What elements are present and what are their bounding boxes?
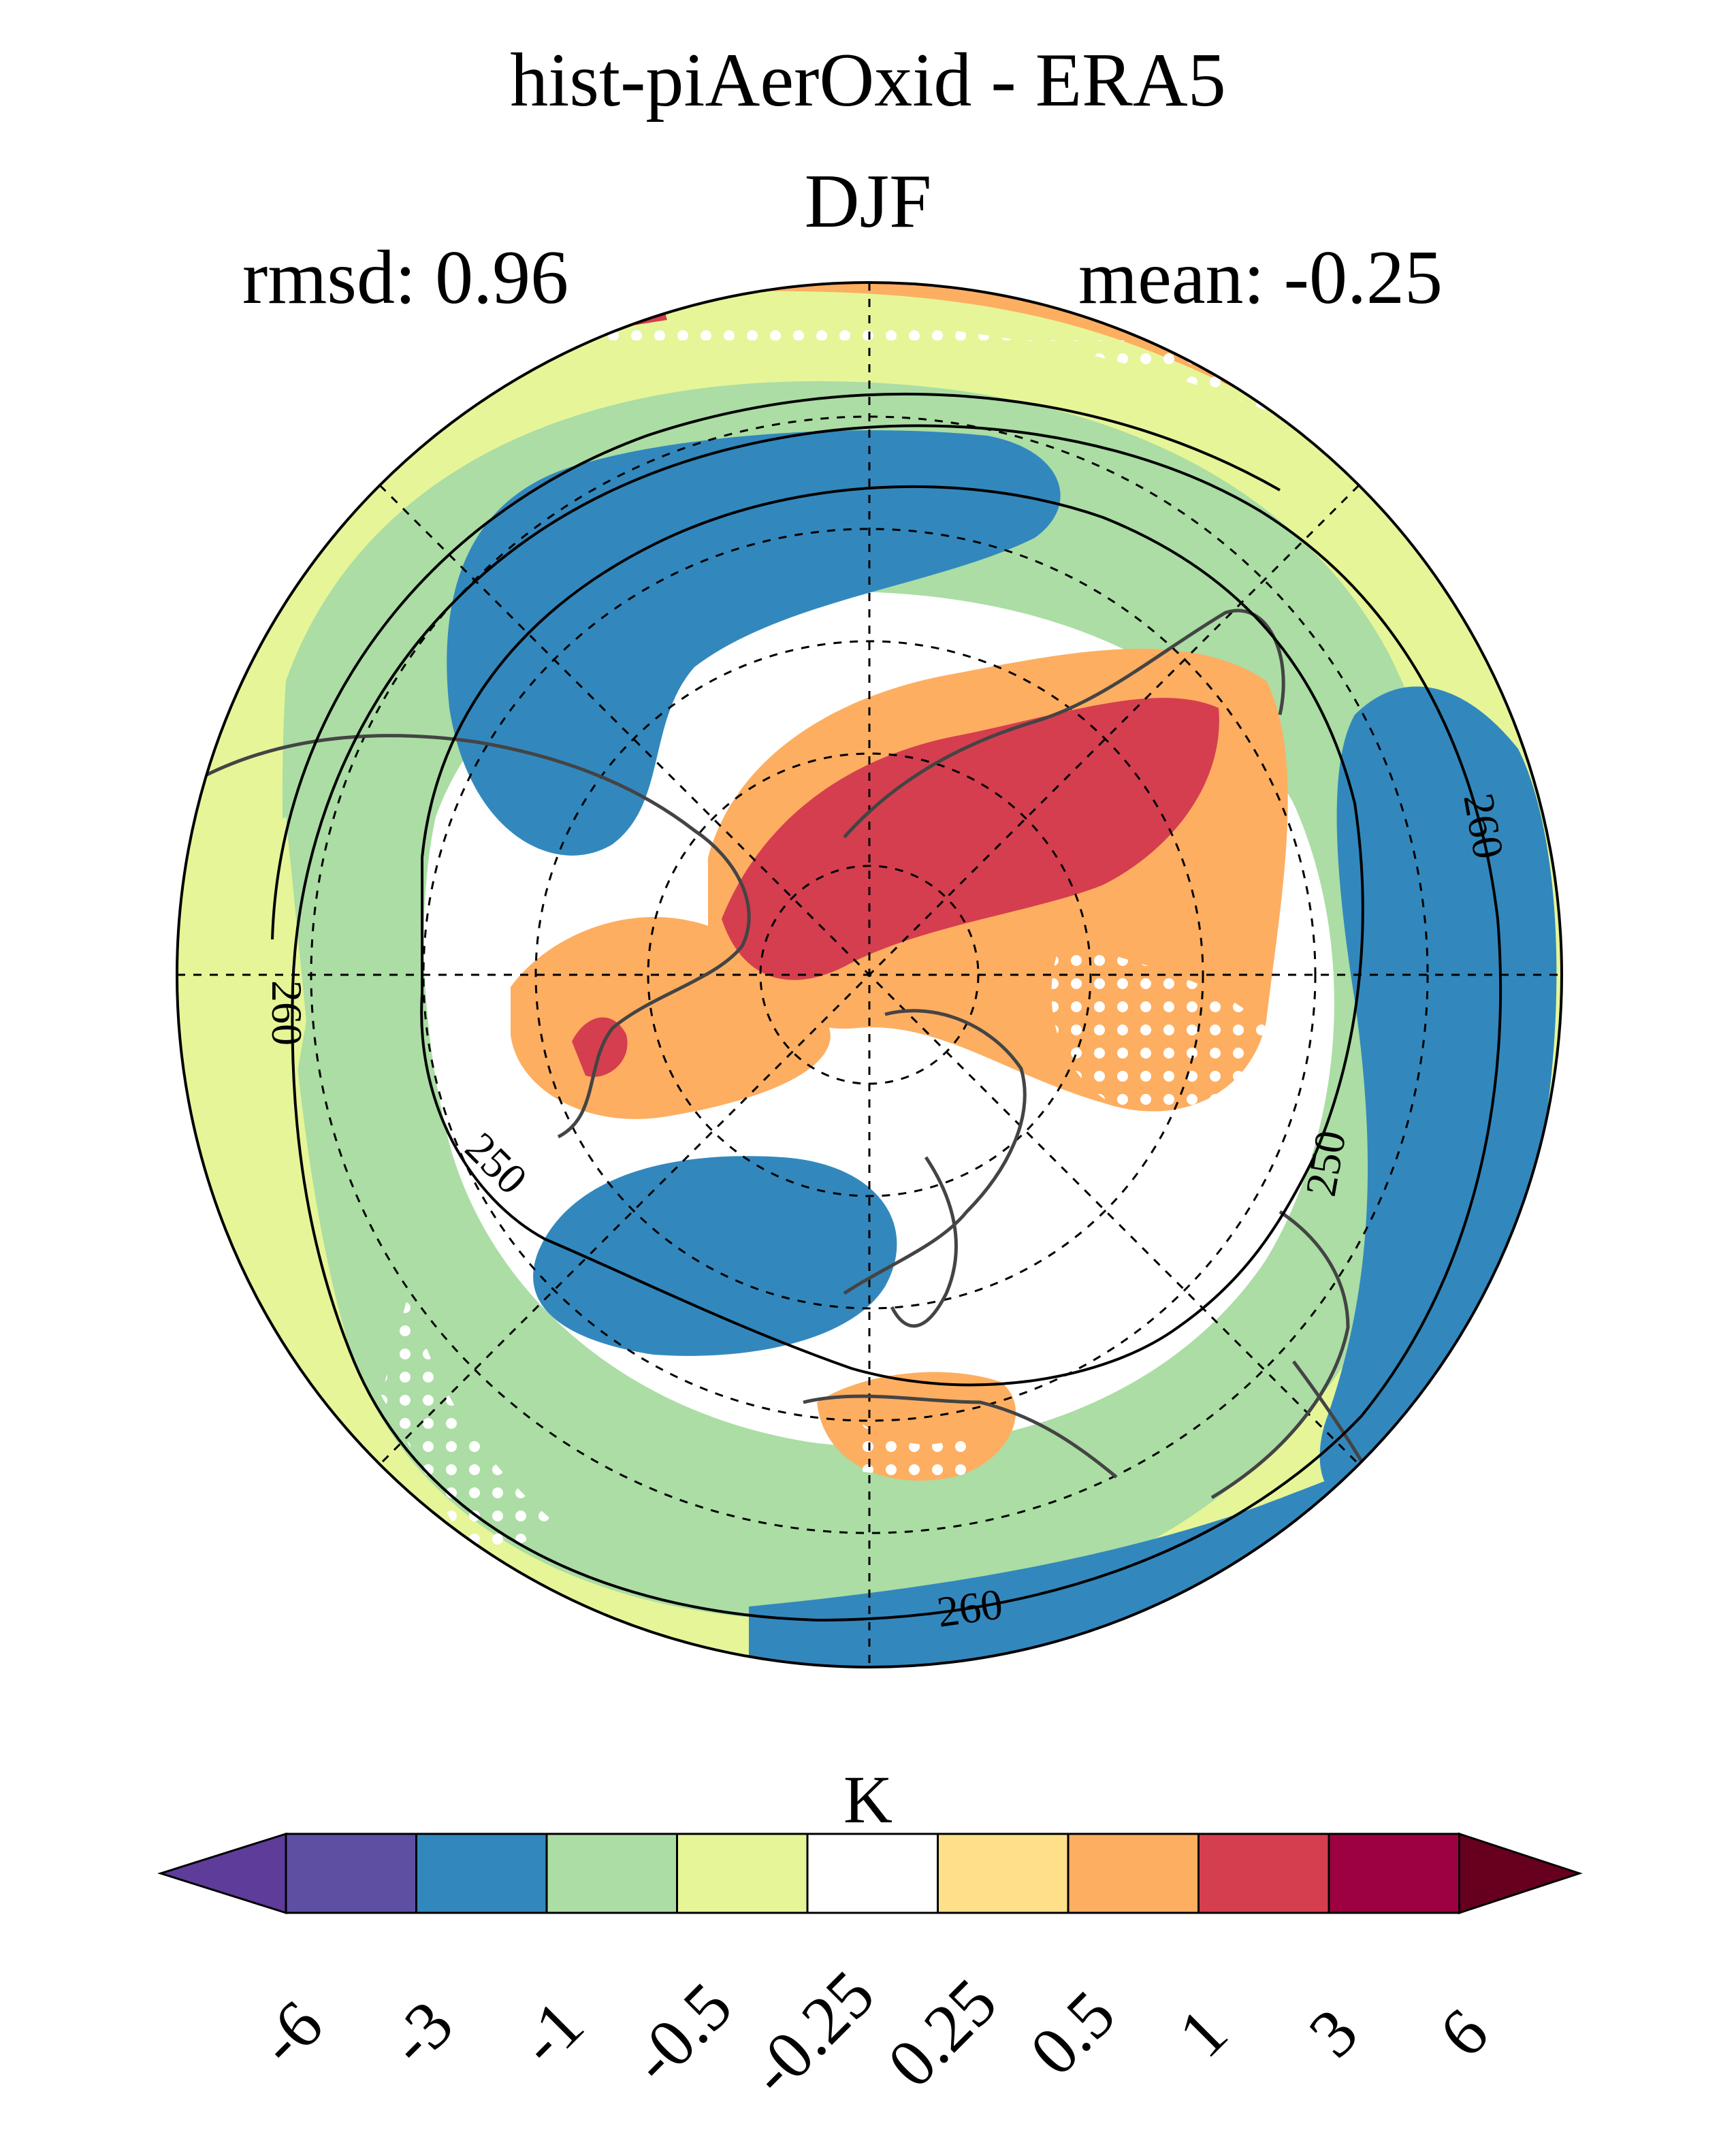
colorbar-bin <box>415 1833 548 1914</box>
b-nw-region <box>447 430 1061 856</box>
colorbar-bin <box>676 1833 809 1914</box>
red-center-region <box>722 698 1219 980</box>
colorbar-bin <box>545 1833 678 1914</box>
colorbar-bin <box>1197 1833 1330 1914</box>
colorbar-tick-label: 0.5 <box>1016 1976 1129 2090</box>
climatology-contours <box>271 392 1502 1622</box>
contour-label-260-east: 260 <box>1454 790 1513 862</box>
rmsd-label: rmsd: 0.96 <box>242 236 569 320</box>
colorbar-bin <box>937 1833 1070 1914</box>
colorbar-extend-min <box>157 1832 287 1915</box>
colorbar-bin <box>285 1833 417 1914</box>
contour-label-250-east: 250 <box>1296 1127 1355 1200</box>
contour-label-260-west: 260 <box>263 980 311 1046</box>
colorbar-tick-label: -0.25 <box>735 1956 888 2110</box>
coastlines <box>203 609 1404 1540</box>
colorbar-tick-label: 6 <box>1425 1994 1502 2071</box>
colorbar-unit: K <box>843 1762 893 1837</box>
colorbar-tick-label: -3 <box>374 1986 467 2080</box>
colorbar-bin <box>1067 1833 1200 1914</box>
colorbar-tick-label: -6 <box>244 1986 337 2080</box>
colorbar-extend-max <box>1458 1832 1583 1915</box>
colorbar-tick-label: -1 <box>504 1986 598 2080</box>
colorbar-tick-label: -0.5 <box>617 1968 746 2097</box>
red-nam-region <box>572 1017 628 1077</box>
map-title: hist-piAerOxid - ERA5 <box>510 38 1226 123</box>
b-atl-region <box>533 1156 897 1356</box>
colorbar-ticks: -6 -3 -1 -0.5-0.250.25 0.5 1 3 6 <box>244 1956 1502 2110</box>
colorbar-tick-label: 0.25 <box>873 1964 1011 2101</box>
colorbar-tick-label: 3 <box>1294 1994 1372 2071</box>
graticule <box>177 283 1562 1667</box>
contour-label-260-south: 260 <box>934 1579 1006 1636</box>
colorbar <box>157 1832 1583 1915</box>
colorbar-bin <box>1328 1833 1460 1914</box>
mean-label: mean: -0.25 <box>1078 236 1443 320</box>
colorbar-bin <box>806 1833 939 1914</box>
season-label: DJF <box>804 159 932 244</box>
map-boundary <box>176 281 1563 1668</box>
colorbar-tick-label: 1 <box>1164 1994 1242 2071</box>
